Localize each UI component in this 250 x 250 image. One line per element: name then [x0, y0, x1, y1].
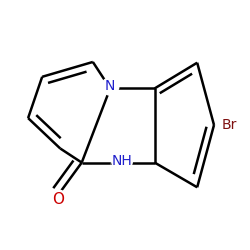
Text: NH: NH: [112, 154, 132, 168]
Circle shape: [102, 78, 119, 95]
Text: Br: Br: [221, 118, 236, 132]
Text: O: O: [52, 192, 64, 207]
Circle shape: [220, 116, 238, 134]
Circle shape: [112, 150, 132, 171]
Circle shape: [48, 190, 67, 208]
Text: N: N: [105, 80, 115, 94]
